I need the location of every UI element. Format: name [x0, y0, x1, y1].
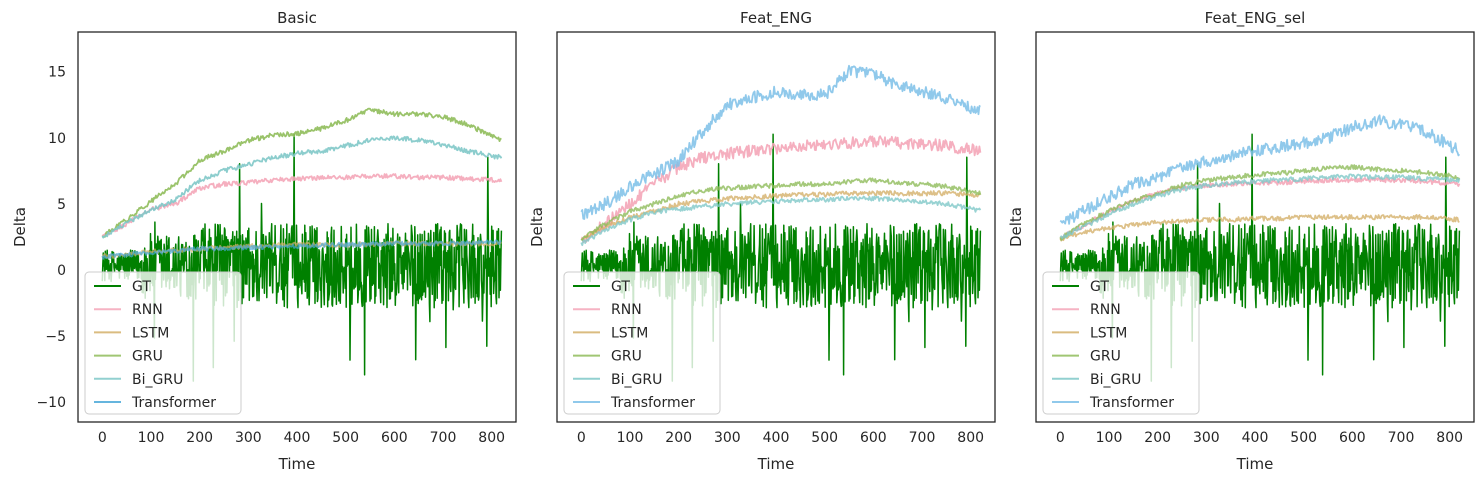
x-tick-label: 100: [138, 430, 165, 446]
plot-frame: [556, 31, 996, 423]
subplot-3: Feat_ENG_sel 0 100 200 300 400 500 600 700 800 Tim…: [1007, 9, 1475, 473]
legend-label: Bi_GRU: [132, 372, 183, 388]
x-tick-label: 600: [381, 430, 408, 446]
y-axis-label: Delta: [528, 207, 546, 247]
series-line-gru: [101, 107, 502, 238]
legend: GT RNN LSTM GRU Bi_GRU Transformer: [84, 271, 242, 415]
x-tick-label: 500: [332, 430, 359, 446]
series-line-gt: [580, 133, 982, 382]
legend-label: GRU: [611, 349, 642, 365]
legend-label: GRU: [132, 349, 163, 365]
series-line-bi-gru: [580, 195, 982, 247]
legend-box: [1042, 271, 1200, 415]
x-tick-label: 300: [235, 430, 262, 446]
series-line-gt: [1059, 133, 1461, 382]
x-axis-label: Time: [278, 455, 316, 473]
plot-frame: [77, 31, 517, 423]
x-tick-label: 200: [1144, 430, 1171, 446]
legend-label: LSTM: [1090, 325, 1127, 341]
series-lines: [580, 64, 982, 382]
legend-box: [84, 271, 242, 415]
series-line-transformer: [1059, 114, 1461, 225]
x-tick-label: 800: [957, 430, 984, 446]
legend-label: Transformer: [610, 395, 695, 411]
series-lines: [1059, 114, 1461, 382]
x-tick-label: 600: [1339, 430, 1366, 446]
series-line-lstm: [580, 190, 981, 241]
x-tick-label: 200: [665, 430, 692, 446]
y-tick-label: 10: [48, 131, 66, 147]
plot-frame: [1035, 31, 1475, 423]
x-tick-label: 800: [1436, 430, 1463, 446]
x-axis-label: Time: [1236, 455, 1274, 473]
y-tick-label: 0: [57, 263, 66, 279]
legend-label: RNN: [132, 302, 163, 318]
legend-label: LSTM: [611, 325, 648, 341]
legend-label: GT: [132, 279, 151, 295]
series-lines: [101, 107, 503, 382]
series-line-bi-gru: [101, 135, 503, 239]
series-line-bi-gru: [1059, 173, 1461, 240]
series-line-gru: [580, 177, 982, 242]
series-line-lstm: [1059, 214, 1460, 242]
series-line-transformer: [101, 239, 502, 260]
subplot-title: Feat_ENG: [740, 9, 812, 28]
subplot-title: Basic: [277, 9, 317, 27]
x-tick-label: 0: [1056, 430, 1065, 446]
x-tick-label: 0: [98, 430, 107, 446]
legend-label: Bi_GRU: [1090, 372, 1141, 388]
y-tick-label: −10: [36, 395, 66, 411]
legend-label: Bi_GRU: [611, 372, 662, 388]
x-tick-label: 100: [1096, 430, 1123, 446]
y-tick-label: 15: [48, 65, 66, 81]
x-tick-label: 700: [1388, 430, 1415, 446]
legend: GT RNN LSTM GRU Bi_GRU Transformer: [1042, 271, 1200, 415]
x-tick-label: 400: [1242, 430, 1269, 446]
x-tick-label: 400: [284, 430, 311, 446]
series-line-gt: [101, 133, 503, 382]
legend-label: RNN: [611, 302, 642, 318]
x-tick-label: 800: [478, 430, 505, 446]
x-tick-label: 300: [1193, 430, 1220, 446]
legend-label: GRU: [1090, 349, 1121, 365]
x-tick-label: 200: [186, 430, 213, 446]
series-line-rnn: [581, 135, 982, 244]
y-axis-label: Delta: [1007, 207, 1025, 247]
series-line-transformer: [580, 64, 981, 220]
x-tick-label: 600: [860, 430, 887, 446]
legend: GT RNN LSTM GRU Bi_GRU Transformer: [563, 271, 721, 415]
x-tick-label: 300: [714, 430, 741, 446]
x-tick-label: 500: [1290, 430, 1317, 446]
y-tick-label: 5: [57, 197, 66, 213]
subplot-1: Basic 0 100 200 300 400 500 600 700 800 −10 −5 0 5 10 1…: [11, 9, 517, 473]
legend-label: Transformer: [131, 395, 216, 411]
x-tick-label: 0: [577, 430, 586, 446]
legend-label: Transformer: [1089, 395, 1174, 411]
x-tick-label: 700: [430, 430, 457, 446]
subplot-title: Feat_ENG_sel: [1205, 9, 1306, 28]
x-tick-label: 700: [909, 430, 936, 446]
x-tick-label: 400: [763, 430, 790, 446]
legend-box: [563, 271, 721, 415]
x-tick-label: 100: [617, 430, 644, 446]
legend-label: RNN: [1090, 302, 1121, 318]
legend-label: GT: [611, 279, 630, 295]
subplot-2: Feat_ENG 0 100 200 300 400 500 600 700 800 Time Del…: [528, 9, 996, 473]
x-tick-label: 500: [811, 430, 838, 446]
legend-label: LSTM: [132, 325, 169, 341]
x-axis-label: Time: [757, 455, 795, 473]
y-tick-label: −5: [45, 329, 66, 345]
y-axis-label: Delta: [11, 207, 29, 247]
series-line-gru: [1059, 164, 1461, 241]
legend-label: GT: [1090, 279, 1109, 295]
